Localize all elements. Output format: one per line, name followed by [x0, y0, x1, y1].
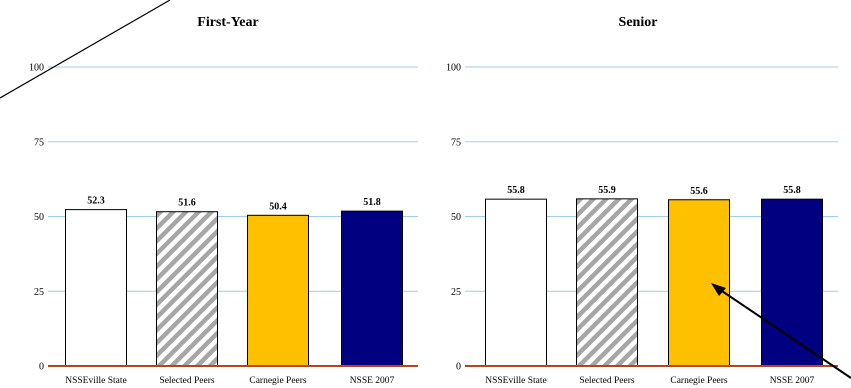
x-tick-label: Carnegie Peers: [670, 376, 728, 386]
y-tick-label: 50: [451, 212, 461, 223]
x-tick-label: NSSE 2007: [350, 376, 395, 386]
panel-senior: Senior 0 25 50 75 100 55.8 NSSEville State 55.9…: [446, 15, 838, 386]
bar: [341, 210, 403, 367]
panel-title: First-Year: [197, 15, 258, 30]
arrow-head: [711, 283, 726, 296]
bar: [576, 198, 638, 367]
bar: [156, 211, 218, 367]
x-tick-label: NSSEville State: [485, 376, 547, 386]
data-label: 55.9: [598, 185, 616, 196]
data-label: 55.8: [507, 185, 525, 196]
bar: [761, 198, 823, 367]
x-tick-label: NSSEville State: [65, 376, 127, 386]
bar: [668, 199, 730, 367]
y-tick-label: 100: [29, 63, 44, 74]
data-label: 52.3: [87, 196, 105, 207]
y-tick-label: 25: [451, 287, 461, 298]
panel-title: Senior: [619, 15, 658, 30]
y-tick-label: 25: [34, 287, 44, 298]
data-label: 50.4: [269, 201, 287, 212]
data-label: 55.6: [690, 186, 708, 197]
y-tick-label: 0: [456, 362, 461, 373]
x-tick-label: Selected Peers: [159, 376, 214, 386]
y-tick-label: 50: [34, 212, 44, 223]
panel-first-year: First-Year 0 25 50 75 100 52.3 NSSEville State…: [29, 15, 418, 386]
annotation-arrow: [715, 286, 851, 379]
data-label: 51.8: [363, 197, 381, 208]
bar: [65, 209, 127, 367]
y-tick-label: 75: [34, 137, 44, 148]
y-tick-label: 100: [446, 63, 461, 74]
y-tick-label: 75: [451, 137, 461, 148]
data-label: 51.6: [178, 198, 196, 209]
x-tick-label: Carnegie Peers: [249, 376, 307, 386]
annotation-line: [0, 0, 171, 99]
data-label: 55.8: [783, 185, 801, 196]
x-tick-label: NSSE 2007: [770, 376, 815, 386]
bar: [247, 214, 309, 367]
y-tick-label: 0: [39, 362, 44, 373]
x-tick-label: Selected Peers: [579, 376, 634, 386]
bar: [485, 198, 547, 367]
